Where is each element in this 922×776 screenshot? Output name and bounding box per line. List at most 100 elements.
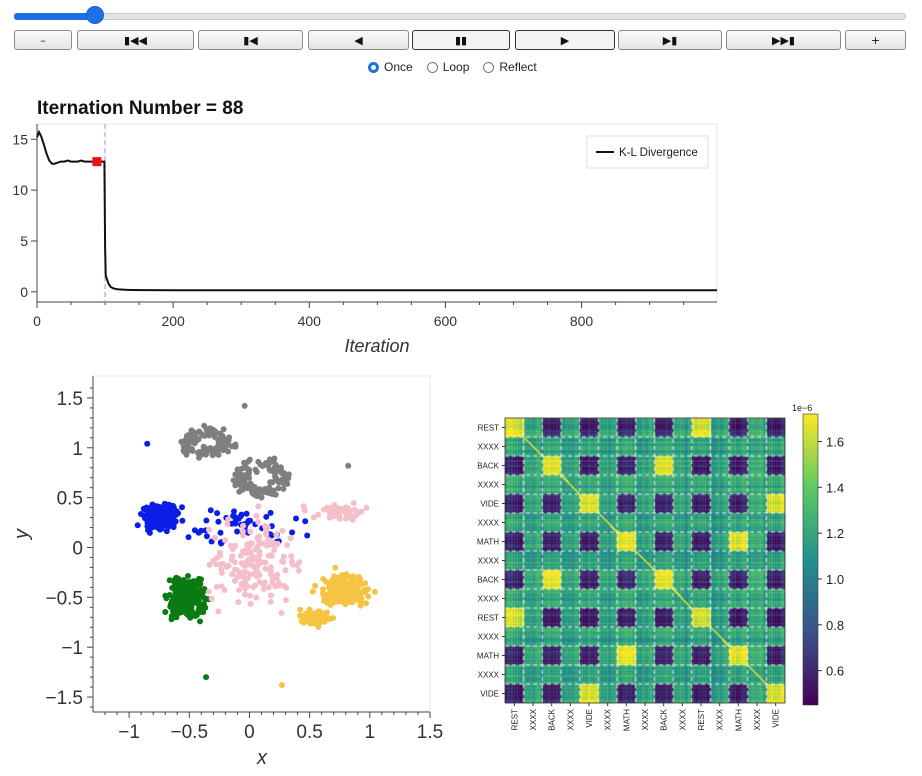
scatter-point: [159, 516, 166, 523]
scatter-point: [186, 594, 193, 601]
scatter-point: [247, 556, 254, 563]
scatter-point: [331, 599, 338, 606]
scatter-point: [145, 527, 151, 534]
scatter-point: [242, 463, 249, 470]
scatter-point: [187, 614, 194, 621]
scatter-point: [342, 601, 349, 608]
scatter-point: [163, 512, 170, 519]
scatter-point: [214, 554, 220, 561]
scatter-point: [147, 515, 154, 522]
scatter-point: [372, 588, 378, 595]
scatter-point: [152, 510, 159, 517]
scatter-point: [346, 510, 353, 517]
scatter-point: [155, 513, 161, 520]
scatter-point: [206, 561, 213, 568]
scatter-point: [267, 592, 274, 599]
scatter-point: [184, 593, 191, 600]
scatter-point: [229, 553, 236, 560]
scatter-point: [218, 540, 225, 547]
scatter-point: [162, 505, 169, 512]
kl-x-tick-label: 800: [570, 313, 594, 329]
radio-reflect-indicator[interactable]: [483, 61, 495, 73]
scatter-point: [358, 595, 365, 602]
scatter-point: [246, 456, 253, 463]
scatter-point: [172, 587, 179, 594]
minus-button[interactable]: –: [14, 30, 72, 50]
scatter-point: [195, 606, 202, 613]
slider-track[interactable]: [14, 13, 906, 20]
scatter-point: [168, 615, 175, 622]
scatter-point: [317, 616, 324, 623]
scatter-point: [191, 429, 197, 436]
scatter-point: [161, 518, 168, 525]
play-button[interactable]: ▶: [515, 30, 615, 50]
kl-legend-label: K-L Divergence: [619, 147, 698, 159]
scatter-point: [250, 584, 257, 590]
radio-once[interactable]: Once: [368, 60, 413, 74]
scatter-point: [234, 466, 241, 473]
scatter-point: [165, 523, 172, 530]
scatter-point: [331, 596, 338, 603]
scatter-point: [260, 581, 267, 588]
scatter-point: [331, 587, 338, 594]
radio-loop-indicator[interactable]: [426, 61, 438, 73]
scatter-point: [170, 502, 176, 509]
scatter-point: [328, 512, 334, 519]
scatter-point: [307, 609, 314, 616]
scatter-point: [189, 438, 196, 445]
scatter-point: [323, 578, 330, 585]
scatter-point: [157, 520, 164, 527]
scatter-point: [191, 440, 198, 447]
scatter-point: [195, 450, 201, 456]
previous-frame-button[interactable]: ▮◀: [198, 30, 303, 50]
scatter-point: [151, 509, 158, 516]
scatter-point: [149, 518, 156, 525]
scatter-point: [242, 547, 248, 554]
scatter-point: [192, 610, 198, 617]
radio-reflect[interactable]: Reflect: [483, 60, 537, 74]
plus-button[interactable]: +: [845, 30, 906, 50]
radio-loop[interactable]: Loop: [426, 60, 469, 74]
scatter-point: [153, 516, 160, 523]
scatter-point: [278, 466, 284, 473]
scatter-point: [183, 592, 190, 599]
scatter-point: [154, 503, 161, 510]
first-frame-button[interactable]: ▮◀◀: [77, 30, 194, 50]
scatter-point: [331, 580, 338, 587]
scatter-point: [183, 595, 190, 602]
scatter-point: [169, 511, 176, 518]
scatter-point: [259, 559, 265, 566]
scatter-point: [279, 476, 286, 483]
scatter-point: [225, 562, 231, 569]
scatter-point: [187, 586, 194, 593]
iteration-slider[interactable]: [14, 6, 906, 24]
scatter-point: [252, 466, 259, 473]
last-frame-button[interactable]: ▶▶▮: [726, 30, 841, 50]
scatter-point: [179, 591, 186, 598]
scatter-point: [188, 604, 195, 610]
scatter-point: [189, 588, 196, 595]
scatter-point: [348, 576, 355, 583]
slider-thumb[interactable]: [86, 6, 105, 24]
scatter-point: [175, 605, 182, 612]
scatter-point: [141, 506, 148, 513]
scatter-point: [171, 579, 178, 586]
play-reverse-button[interactable]: ◀: [308, 30, 409, 50]
current-iteration-marker: [92, 157, 102, 167]
scatter-point: [307, 620, 314, 627]
scatter-point: [170, 524, 177, 531]
pause-button[interactable]: ▮▮: [412, 30, 510, 50]
radio-once-indicator[interactable]: [368, 61, 379, 73]
scatter-point: [192, 613, 199, 619]
scatter-point: [336, 586, 343, 593]
scatter-point: [256, 486, 263, 493]
scatter-point: [145, 523, 152, 529]
scatter-point: [168, 616, 175, 623]
scatter-point: [144, 510, 151, 517]
scatter-point: [342, 593, 349, 600]
scatter-point: [336, 582, 343, 589]
kl-x-tick-label: 0: [33, 313, 41, 329]
scatter-point: [319, 618, 326, 625]
next-frame-button[interactable]: ▶▮: [618, 30, 722, 50]
scatter-point: [157, 526, 163, 533]
